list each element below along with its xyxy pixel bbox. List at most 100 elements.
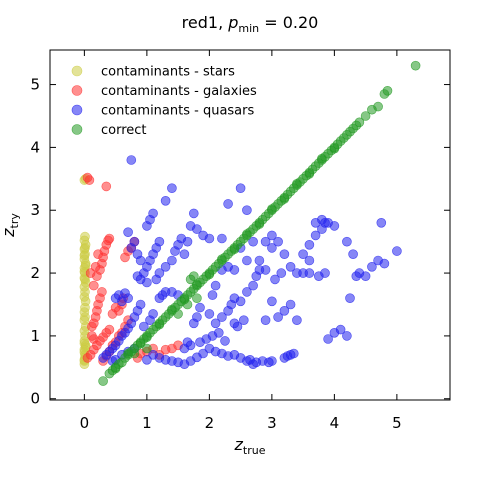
- data-point: [129, 348, 140, 359]
- x-tick-label: 2: [205, 414, 215, 432]
- data-point: [167, 183, 177, 193]
- data-point: [148, 208, 158, 219]
- y-tick-label: 2: [30, 264, 40, 282]
- data-point: [142, 332, 152, 343]
- x-tick-label: 0: [80, 414, 90, 432]
- data-point: [376, 218, 387, 228]
- data-point: [329, 221, 340, 231]
- y-tick-label: 3: [30, 201, 40, 219]
- data-point: [360, 111, 371, 121]
- data-point: [93, 249, 103, 259]
- data-point: [195, 302, 205, 313]
- data-point: [279, 305, 290, 316]
- data-point: [251, 357, 262, 368]
- data-point: [392, 246, 402, 256]
- data-point: [239, 315, 249, 326]
- data-point: [273, 312, 283, 322]
- data-point: [214, 327, 224, 338]
- data-point: [373, 101, 383, 112]
- data-point: [192, 293, 202, 304]
- data-point: [367, 261, 377, 272]
- data-point: [348, 249, 358, 259]
- data-point: [87, 331, 97, 341]
- data-point: [79, 338, 90, 349]
- data-point: [317, 153, 327, 164]
- data-point: [148, 349, 158, 360]
- data-point: [89, 280, 99, 291]
- data-point: [267, 204, 277, 214]
- data-point: [129, 236, 140, 247]
- data-point: [270, 274, 280, 285]
- data-point: [342, 331, 352, 341]
- data-point: [242, 205, 252, 215]
- data-point: [304, 240, 315, 250]
- data-point: [101, 181, 112, 192]
- data-point: [90, 261, 101, 272]
- x-tick-label: 4: [330, 414, 340, 432]
- data-point: [80, 260, 91, 271]
- data-point: [84, 175, 95, 185]
- y-tick-label: 1: [30, 327, 40, 345]
- data-point: [217, 254, 227, 265]
- data-point: [192, 312, 202, 322]
- series-0: [79, 174, 91, 370]
- data-point: [329, 143, 340, 154]
- data-point: [292, 315, 302, 326]
- data-point: [267, 296, 277, 307]
- data-point: [235, 183, 246, 193]
- legend-label: contaminants - quasars: [101, 104, 254, 119]
- data-point: [279, 194, 290, 204]
- data-point: [267, 243, 277, 253]
- data-point: [135, 338, 146, 349]
- data-point: [320, 218, 330, 228]
- legend-item: contaminants - stars: [71, 65, 235, 80]
- data-point: [204, 269, 215, 280]
- y-tick-label: 5: [30, 76, 40, 94]
- data-point: [135, 255, 146, 266]
- data-point: [97, 287, 107, 297]
- data-point: [167, 255, 177, 266]
- data-point: [223, 199, 233, 209]
- data-point: [104, 324, 115, 335]
- y-axis-label: ztry: [0, 213, 21, 238]
- data-point: [148, 309, 158, 319]
- data-point: [80, 231, 90, 242]
- data-point: [192, 224, 202, 234]
- data-point: [123, 293, 133, 304]
- data-point: [110, 363, 121, 374]
- data-point: [360, 271, 371, 282]
- data-point: [217, 233, 227, 244]
- legend-marker: [71, 104, 83, 116]
- data-point: [320, 268, 330, 278]
- data-point: [80, 243, 90, 253]
- legend-label: contaminants - galaxies: [101, 84, 257, 99]
- data-point: [288, 348, 299, 359]
- data-point: [345, 293, 355, 304]
- chart-title: red1, pmin = 0.20: [182, 13, 319, 35]
- data-point: [342, 236, 352, 247]
- data-point: [379, 258, 390, 269]
- x-tick-label: 3: [267, 414, 277, 432]
- data-point: [248, 236, 258, 247]
- y-tick-label: 4: [30, 138, 40, 156]
- series-3: [98, 60, 421, 386]
- data-point: [235, 296, 246, 307]
- data-point: [254, 219, 265, 229]
- plot-frame: [49, 49, 451, 401]
- legend-marker: [71, 65, 83, 77]
- legend-label: contaminants - stars: [101, 65, 235, 80]
- data-point: [207, 290, 218, 300]
- data-point: [298, 249, 308, 259]
- data-point: [160, 196, 171, 206]
- data-point: [260, 315, 271, 326]
- data-point: [354, 117, 365, 128]
- data-point: [242, 287, 252, 297]
- legend-item: correct: [71, 123, 147, 138]
- data-point: [382, 86, 393, 96]
- data-point: [304, 268, 315, 278]
- data-point: [182, 299, 193, 310]
- data-point: [110, 302, 121, 313]
- data-point: [182, 337, 193, 348]
- data-point: [104, 233, 115, 244]
